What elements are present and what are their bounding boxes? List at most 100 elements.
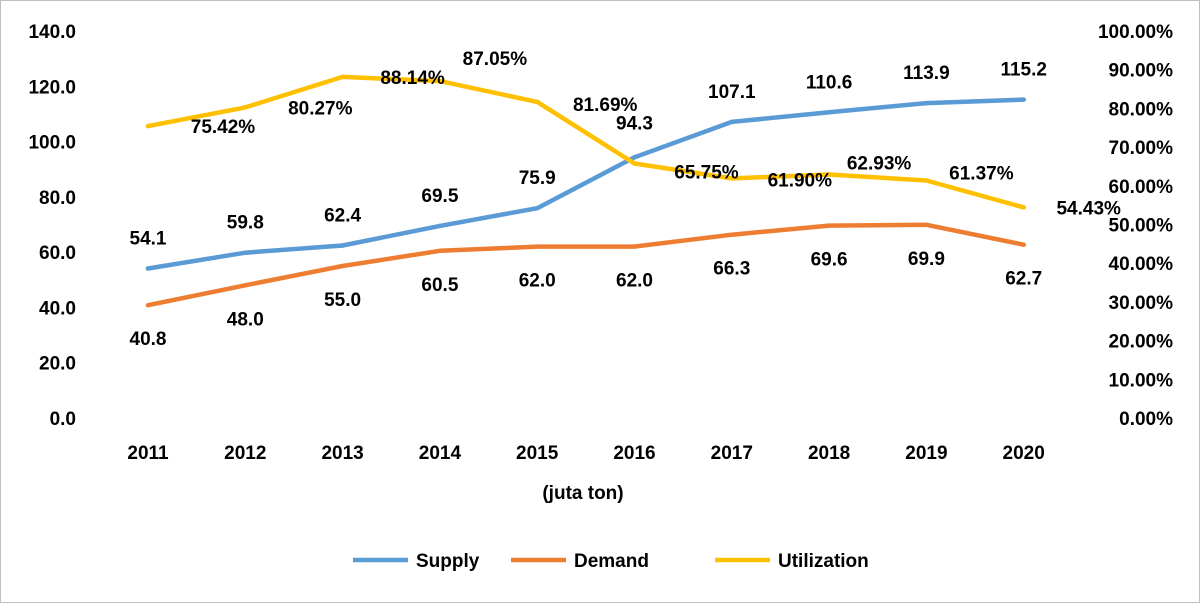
demand-point (535, 244, 540, 249)
demand-data-label: 69.9 (908, 249, 945, 270)
utilization-point (826, 172, 832, 177)
utilization-point (437, 78, 443, 84)
utilization-series-line (145, 74, 1026, 210)
utilization-data-label: 87.05% (463, 49, 528, 70)
x-axis-title: (juta ton) (542, 483, 623, 504)
x-axis: 2011 2012 2013 2014 2015 2016 2017 2018 2019 2020 (127, 443, 1044, 464)
supply-legend-label: Supply (416, 551, 480, 572)
supply-data-label: 94.3 (616, 113, 653, 134)
supply-point (340, 243, 345, 248)
x-tick-label: 2013 (321, 443, 363, 464)
utilization-point (535, 99, 540, 105)
utilization-point (145, 123, 151, 129)
demand-data-label: 62.0 (616, 271, 653, 292)
x-tick-label: 2012 (224, 443, 266, 464)
utilization-point (729, 176, 734, 181)
x-tick-label: 2016 (613, 443, 655, 464)
x-tick-label: 2018 (808, 443, 850, 464)
demand-point (729, 232, 734, 237)
demand-legend-label: Demand (574, 551, 649, 572)
utilization-data-label: 75.42% (191, 117, 256, 138)
supply-point (437, 223, 443, 229)
right-tick-label: 40.00% (1109, 254, 1174, 275)
right-tick-label: 0.00% (1119, 409, 1173, 430)
demand-series-line (145, 222, 1026, 308)
supply-data-label: 62.4 (324, 206, 361, 227)
utilization-point (632, 161, 637, 166)
demand-data-label: 62.7 (1005, 269, 1042, 290)
x-tick-label: 2019 (905, 443, 947, 464)
utilization-data-label: 80.27% (288, 98, 353, 119)
right-tick-label: 90.00% (1109, 61, 1174, 82)
utilization-data-label: 88.14% (380, 68, 445, 89)
utilization-data-label: 81.69% (573, 95, 638, 116)
left-tick-label: 0.0 (50, 409, 76, 430)
supply-point (826, 110, 832, 115)
right-tick-label: 60.00% (1109, 177, 1174, 198)
x-tick-label: 2014 (419, 443, 462, 464)
utilization-data-label: 61.37% (949, 163, 1014, 184)
demand-data-label: 69.6 (811, 250, 848, 271)
utilization-point (1021, 205, 1026, 210)
supply-data-label: 75.9 (519, 168, 556, 189)
left-tick-label: 40.0 (39, 298, 76, 319)
right-tick-label: 30.00% (1109, 293, 1174, 314)
supply-point (145, 266, 151, 271)
legend: Supply Demand Utilization (353, 551, 869, 572)
left-axis: 0.0 20.0 40.0 60.0 80.0 100.0 120.0 140.0 (28, 22, 76, 430)
supply-data-label: 69.5 (421, 186, 458, 207)
x-tick-label: 2011 (127, 443, 169, 464)
x-tick-label: 2015 (516, 443, 559, 464)
supply-point (535, 205, 540, 211)
supply-point (729, 119, 734, 125)
demand-data-label: 40.8 (130, 329, 167, 350)
x-tick-label: 2017 (711, 443, 753, 464)
demand-point (340, 263, 345, 269)
left-tick-label: 60.0 (39, 243, 76, 264)
right-tick-label: 100.00% (1098, 22, 1173, 43)
utilization-data-label: 65.75% (674, 163, 739, 184)
demand-data-label: 55.0 (324, 290, 361, 311)
demand-data-label: 66.3 (713, 259, 750, 280)
demand-point (1021, 242, 1026, 247)
supply-data-label: 54.1 (130, 228, 167, 249)
right-tick-label: 80.00% (1109, 99, 1174, 120)
demand-data-label: 62.0 (519, 271, 556, 292)
utilization-data-label: 54.43% (1056, 198, 1121, 219)
demand-point (145, 303, 151, 308)
utilization-point (340, 74, 345, 80)
demand-data-label: 60.5 (421, 275, 458, 296)
demand-point (826, 223, 832, 228)
supply-data-label: 115.2 (1000, 60, 1047, 81)
utilization-point (243, 105, 248, 110)
supply-point (243, 250, 248, 255)
supply-point (632, 155, 637, 160)
left-tick-label: 80.0 (39, 188, 76, 209)
supply-data-label: 107.1 (708, 82, 756, 103)
right-axis: 0.00% 10.00% 20.00% 30.00% 40.00% 50.00% 60.00… (1098, 22, 1173, 430)
right-tick-label: 50.00% (1109, 216, 1174, 237)
left-tick-label: 120.0 (28, 77, 76, 98)
supply-series-line (145, 97, 1026, 271)
series-lines (145, 74, 1026, 308)
utilization-data-label: 61.90% (768, 170, 833, 191)
right-tick-label: 10.00% (1109, 370, 1174, 391)
supply-point (924, 100, 929, 106)
supply-data-label: 110.6 (806, 72, 853, 93)
utilization-point (924, 178, 929, 183)
demand-data-label: 48.0 (227, 309, 264, 330)
left-tick-label: 140.0 (28, 22, 76, 43)
demand-point (437, 248, 443, 253)
right-tick-label: 20.00% (1109, 332, 1174, 353)
left-tick-label: 100.0 (28, 133, 76, 154)
supply-data-label: 59.8 (227, 213, 264, 234)
supply-data-label: 113.9 (903, 63, 950, 84)
right-tick-label: 70.00% (1109, 138, 1174, 159)
demand-point (632, 244, 637, 249)
demand-point (924, 222, 929, 227)
utilization-data-label: 62.93% (847, 153, 912, 174)
x-tick-label: 2020 (1003, 443, 1045, 464)
supply-point (1021, 97, 1026, 102)
